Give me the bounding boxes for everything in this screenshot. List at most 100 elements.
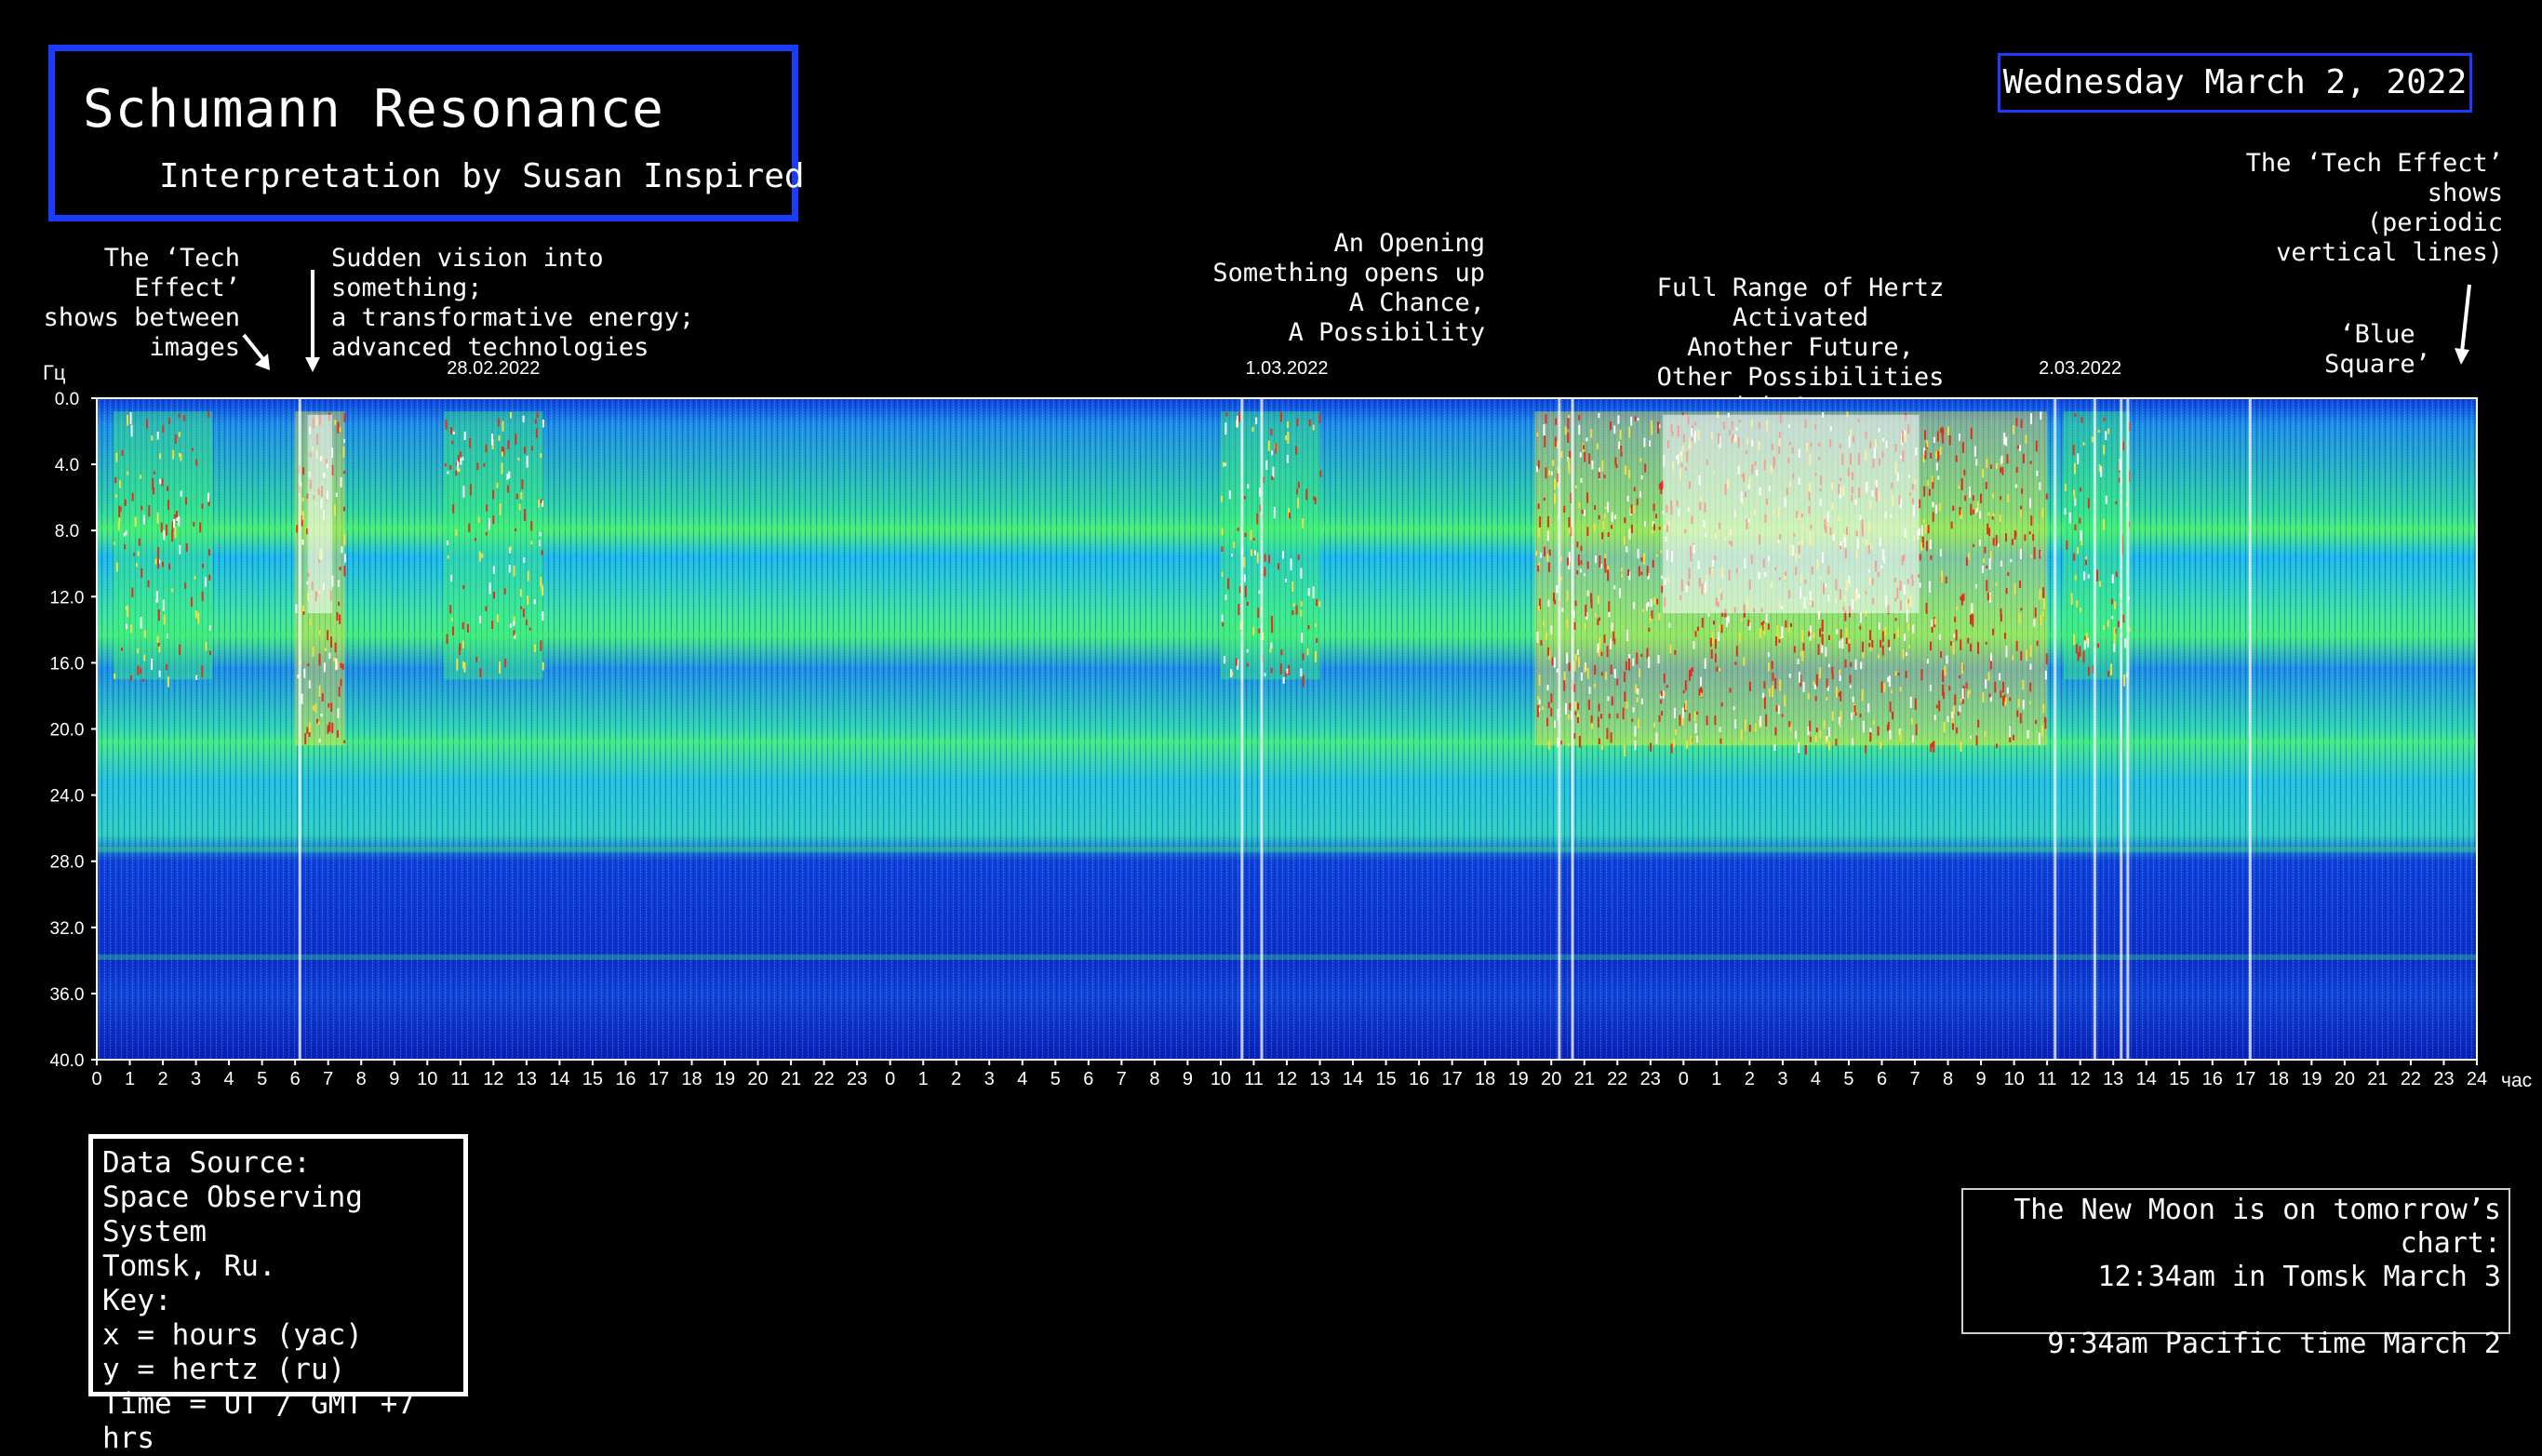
burst-speckle bbox=[1992, 628, 1995, 635]
burst-speckle bbox=[1888, 647, 1891, 651]
burst-speckle bbox=[1869, 732, 1872, 742]
burst-speckle bbox=[481, 553, 484, 558]
burst-speckle bbox=[151, 658, 154, 671]
burst-speckle bbox=[1584, 665, 1586, 673]
burst-speckle bbox=[2098, 464, 2101, 472]
burst-speckle bbox=[1748, 622, 1751, 631]
burst-speckle bbox=[295, 604, 298, 613]
burst-haze bbox=[1220, 411, 1320, 680]
burst-speckle bbox=[1568, 552, 1571, 562]
burst-speckle bbox=[1546, 530, 1549, 541]
burst-speckle bbox=[1258, 590, 1261, 594]
x-tick-label: 6 bbox=[1877, 1069, 1887, 1089]
burst-speckle bbox=[1953, 634, 1956, 638]
burst-speckle bbox=[1259, 488, 1262, 498]
burst-speckle bbox=[1779, 679, 1782, 691]
burst-speckle bbox=[2000, 496, 2002, 501]
burst-speckle bbox=[1540, 552, 1543, 558]
burst-speckle bbox=[1546, 554, 1549, 563]
burst-speckle bbox=[2096, 643, 2099, 648]
burst-speckle bbox=[1825, 647, 1827, 657]
burst-speckle bbox=[1961, 688, 1964, 700]
burst-speckle bbox=[1957, 711, 1960, 716]
burst-speckle bbox=[1568, 463, 1571, 474]
legend-box: Data Source: Space Observing System Toms… bbox=[88, 1134, 468, 1455]
burst-speckle bbox=[174, 437, 177, 444]
burst-speckle bbox=[457, 460, 460, 472]
burst-speckle bbox=[1853, 705, 1856, 713]
burst-speckle bbox=[1306, 648, 1309, 656]
burst-speckle bbox=[197, 612, 200, 624]
burst-speckle bbox=[460, 458, 462, 465]
burst-speckle bbox=[1636, 498, 1639, 506]
burst-speckle bbox=[334, 504, 337, 516]
burst-speckle bbox=[1639, 458, 1642, 462]
x-tick-label: 18 bbox=[681, 1069, 702, 1089]
burst-speckle bbox=[340, 662, 342, 669]
legend-line: x = hours (yac) bbox=[102, 1318, 363, 1352]
burst-speckle bbox=[312, 646, 314, 658]
burst-speckle bbox=[1696, 626, 1699, 631]
burst-speckle bbox=[2000, 608, 2002, 616]
burst-speckle bbox=[334, 642, 337, 653]
burst-speckle bbox=[2027, 729, 2029, 739]
burst-speckle bbox=[1945, 576, 1947, 584]
burst-speckle bbox=[1647, 601, 1650, 607]
burst-speckle bbox=[1237, 659, 1239, 670]
burst-speckle bbox=[1635, 684, 1638, 694]
burst-speckle bbox=[1871, 639, 1874, 648]
burst-speckle bbox=[2006, 454, 2009, 464]
y-tick-label: 12.0 bbox=[50, 588, 85, 608]
burst-speckle bbox=[1626, 546, 1628, 553]
burst-speckle bbox=[1599, 555, 1601, 568]
burst-speckle bbox=[1244, 532, 1247, 538]
burst-speckle bbox=[156, 558, 159, 569]
burst-speckle bbox=[342, 439, 345, 443]
burst-speckle bbox=[509, 546, 512, 552]
burst-speckle bbox=[2005, 436, 2008, 447]
x-tick-label: 16 bbox=[615, 1069, 636, 1089]
burst-speckle bbox=[1598, 514, 1600, 520]
burst-speckle bbox=[499, 502, 502, 515]
burst-speckle bbox=[1578, 502, 1581, 509]
x-tick-label: 4 bbox=[224, 1069, 234, 1089]
burst-speckle bbox=[2039, 482, 2041, 490]
burst-speckle bbox=[1286, 455, 1289, 463]
burst-speckle bbox=[1976, 501, 1979, 512]
x-tick-label: 5 bbox=[1843, 1069, 1853, 1089]
x-tick-label: 0 bbox=[1679, 1069, 1689, 1089]
y-tick-label: 4.0 bbox=[55, 456, 79, 475]
burst-speckle bbox=[1537, 503, 1540, 510]
burst-speckle bbox=[2036, 470, 2039, 476]
x-tick-label: 13 bbox=[1309, 1069, 1330, 1089]
burst-speckle bbox=[1275, 443, 1278, 454]
burst-speckle bbox=[195, 459, 198, 466]
x-tick-label: 21 bbox=[2367, 1069, 2388, 1089]
burst-speckle bbox=[1949, 641, 1952, 646]
burst-speckle bbox=[1579, 452, 1582, 458]
burst-speckle bbox=[1626, 495, 1629, 501]
burst-speckle bbox=[1922, 456, 1925, 463]
burst-speckle bbox=[1608, 611, 1611, 618]
burst-speckle bbox=[1297, 554, 1300, 560]
burst-speckle bbox=[1546, 717, 1549, 727]
x-tick-label: 1 bbox=[125, 1069, 135, 1089]
burst-speckle bbox=[1580, 560, 1583, 565]
burst-speckle bbox=[1616, 678, 1619, 686]
burst-speckle bbox=[1981, 565, 1984, 574]
burst-speckle bbox=[1965, 682, 1968, 688]
burst-speckle bbox=[1554, 478, 1557, 490]
burst-speckle bbox=[1280, 649, 1283, 656]
burst-speckle bbox=[118, 505, 121, 518]
burst-speckle bbox=[2003, 432, 2006, 445]
burst-speckle bbox=[1926, 440, 1929, 447]
burst-speckle bbox=[343, 471, 346, 474]
burst-speckle bbox=[1610, 732, 1612, 743]
burst-speckle bbox=[1986, 580, 1988, 592]
burst-speckle bbox=[1301, 632, 1304, 643]
burst-speckle bbox=[1735, 646, 1738, 657]
burst-speckle bbox=[1954, 694, 1957, 705]
burst-speckle bbox=[1247, 484, 1250, 488]
burst-speckle bbox=[1738, 633, 1741, 643]
